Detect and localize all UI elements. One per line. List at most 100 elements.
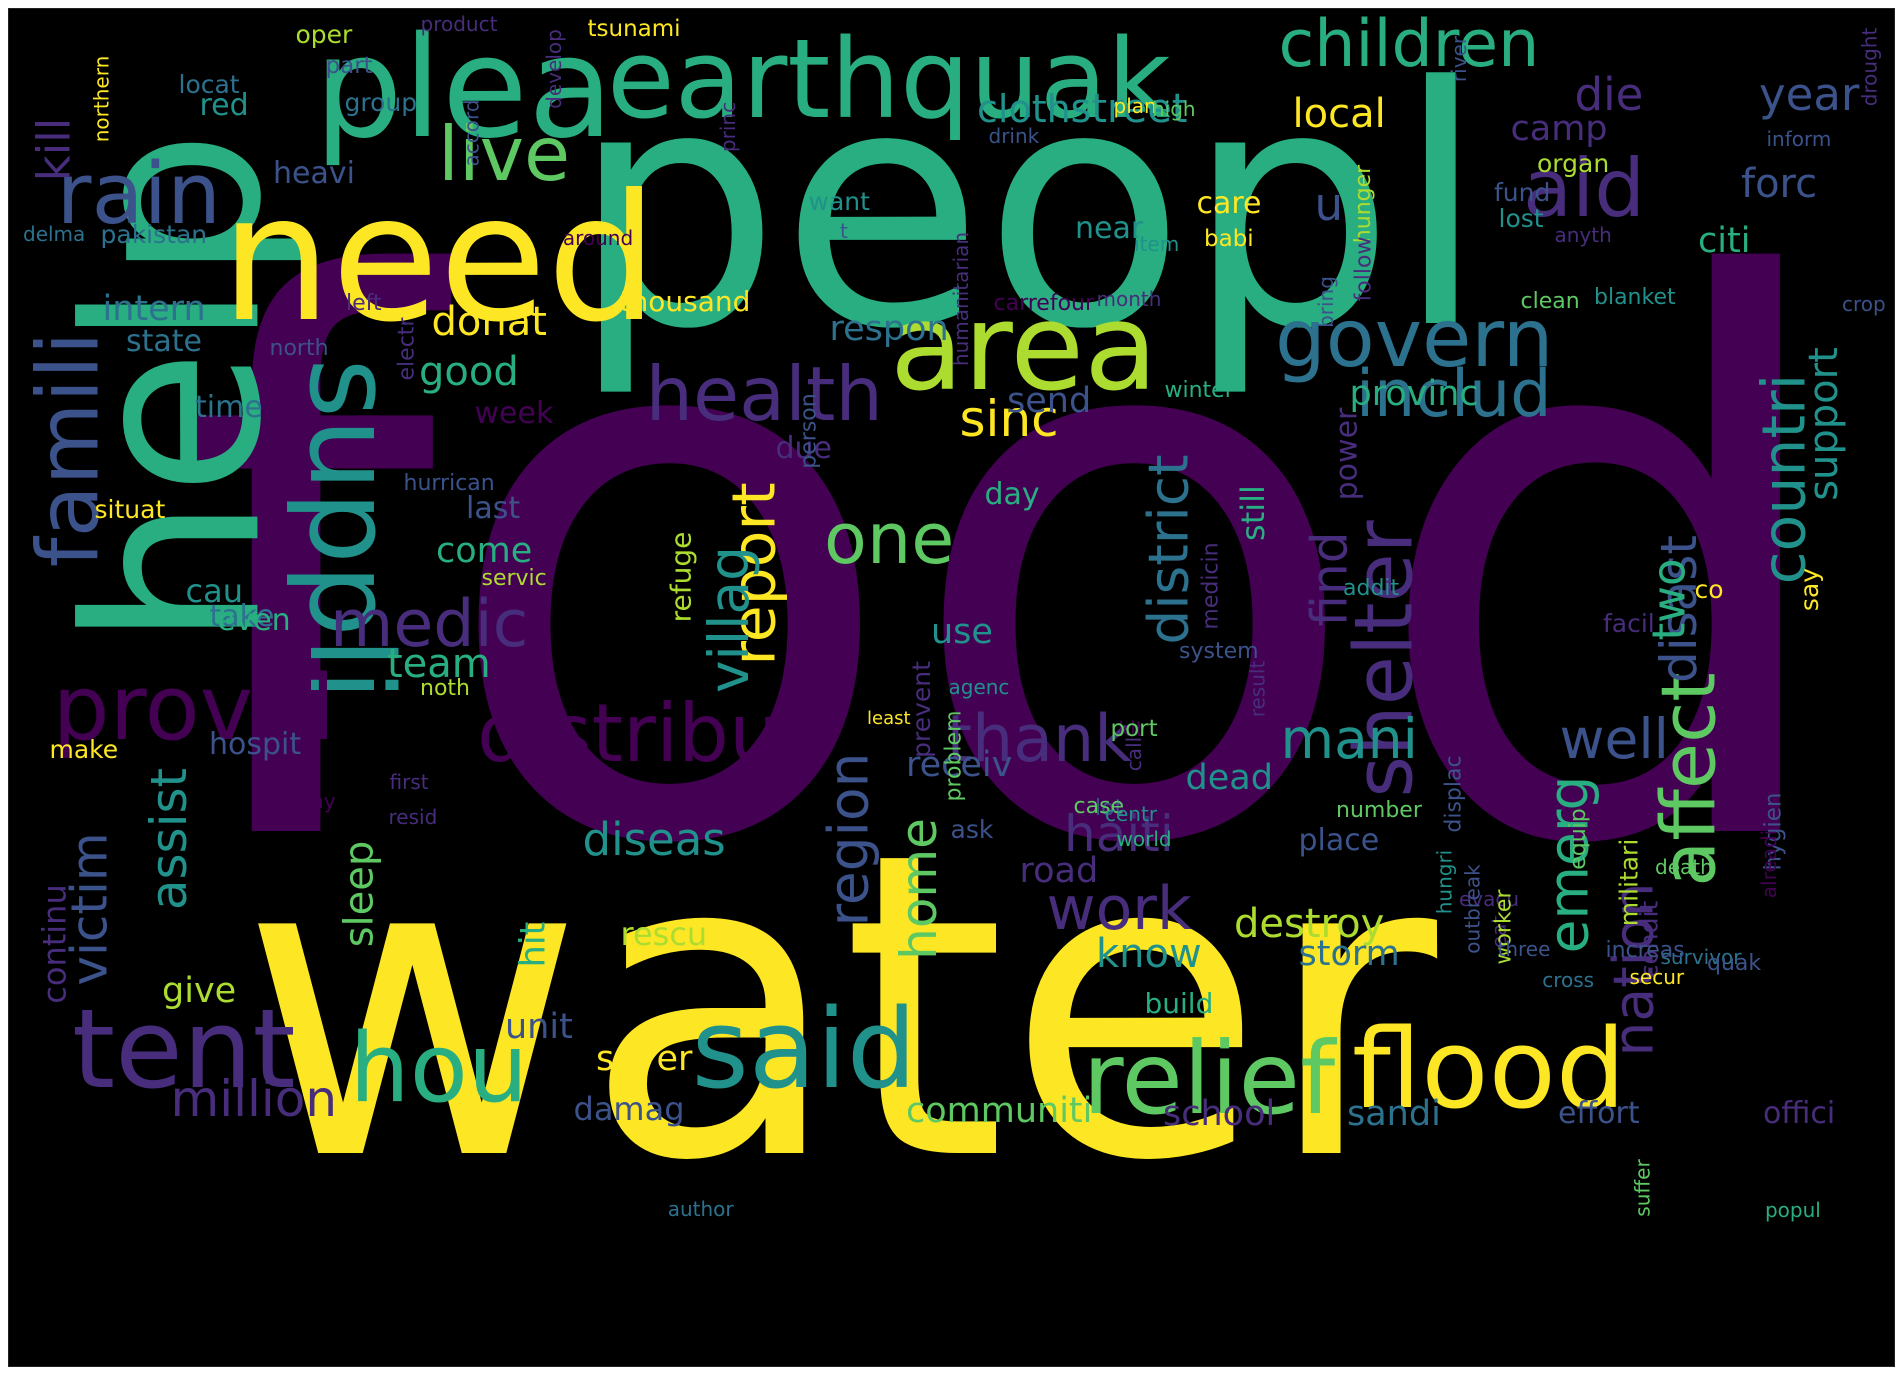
word-result: result (1247, 661, 1267, 718)
word-outbreak: outbreak (1462, 864, 1482, 953)
word-week: week (475, 399, 554, 429)
word-hit: hit (516, 921, 551, 967)
word-hou: hou (350, 1022, 529, 1117)
word-addit: addit (1343, 578, 1399, 600)
word-winter: winter (1165, 380, 1234, 402)
word-equip: equip (1568, 808, 1590, 870)
word-drink: drink (989, 126, 1040, 146)
word-unit: unit (505, 1010, 573, 1045)
word-local: local (1293, 94, 1386, 134)
word-still: still (1237, 485, 1269, 541)
word-power: power (1332, 408, 1362, 501)
word-distribut: distribut (477, 694, 811, 774)
word-lost: lost (1499, 206, 1544, 231)
word-hungri: hungri (1434, 850, 1454, 915)
word-hurrican: hurrican (404, 473, 495, 495)
word-may: may (292, 791, 336, 811)
word-co: co (1695, 577, 1724, 602)
word-sever: sever (596, 1042, 692, 1077)
word-electr: electr (396, 318, 418, 381)
word-number: number (1336, 800, 1422, 822)
word-donat: donat (432, 302, 547, 342)
word-noth: noth (420, 678, 470, 700)
word-damag: damag (574, 1093, 685, 1125)
word-hospit: hospit (209, 730, 301, 760)
word-secur: secur (1630, 967, 1685, 987)
word-famili: famili (26, 331, 111, 567)
word-t: t (840, 221, 848, 241)
word-least: least (867, 710, 911, 728)
word-give: give (162, 974, 236, 1009)
word-district: district (1142, 454, 1197, 644)
word-blanket: blanket (1594, 287, 1676, 309)
word-inform: inform (1767, 129, 1832, 149)
word-problem: problem (943, 710, 965, 801)
word-author: author (668, 1199, 734, 1219)
word-place: place (1299, 826, 1380, 856)
word-heavi: heavi (273, 159, 355, 189)
word-hunger: hunger (1353, 165, 1375, 243)
word-state: state (126, 327, 202, 357)
word-care: care (1197, 189, 1262, 219)
word-build: build (1145, 990, 1214, 1018)
word-increas: increas (1606, 940, 1685, 962)
word-u: u (1315, 182, 1344, 227)
word-region: region (821, 752, 876, 926)
word-anyth: anyth (1555, 225, 1612, 245)
word-make: make (50, 737, 119, 762)
word-tsunami: tsunami (588, 18, 681, 41)
word-respon: respon (830, 312, 949, 347)
word-school: school (1163, 1097, 1275, 1132)
word-princ: princ (718, 102, 738, 152)
word-camp: camp (1511, 112, 1608, 147)
word-cloth: cloth (977, 90, 1071, 128)
word-person: person (798, 393, 820, 468)
word-babi: babi (1204, 228, 1254, 251)
word-death: death (1655, 857, 1713, 877)
word-home: home (894, 818, 944, 960)
word-offici: offici (1763, 1099, 1835, 1129)
word-provinc: provinc (1350, 377, 1479, 412)
word-children: children (1279, 12, 1540, 77)
word-clean: clean (1521, 291, 1580, 313)
word-situat: situat (95, 497, 166, 522)
word-organ: organ (1537, 151, 1609, 176)
word-intern: intern (103, 292, 206, 327)
word-assist: assist (144, 768, 194, 910)
word-rescu: rescu (621, 918, 708, 950)
word-popul: popul (1765, 1200, 1821, 1220)
word-high: high (1152, 99, 1196, 119)
word-say: say (1797, 567, 1822, 610)
word-forc: forc (1741, 164, 1817, 204)
word-around: around (563, 228, 633, 248)
word-year: year (1759, 72, 1859, 117)
word-mani: mani (1281, 712, 1418, 767)
word-near: near (1075, 214, 1143, 244)
word-sandi: sandi (1347, 1097, 1441, 1132)
word-three: three (1498, 939, 1551, 959)
word-northern: northern (91, 56, 111, 143)
word-carrefour: carrefour (994, 293, 1095, 315)
word-send: send (1007, 384, 1091, 419)
word-servic: servic (482, 568, 547, 590)
word-ask: ask (951, 817, 994, 842)
word-storm: storm (1299, 937, 1400, 972)
word-health: health (646, 357, 883, 432)
word-cross: cross (1542, 970, 1594, 990)
word-diseas: diseas (583, 817, 726, 862)
word-world: world (1117, 829, 1172, 849)
word-medicin: medicin (1200, 542, 1222, 629)
word-cloud: food water peopl help need plea earthquak area s… (8, 8, 1895, 1367)
word-well: well (1560, 712, 1669, 767)
word-know: know (1096, 934, 1202, 974)
word-suffer: suffer (1633, 1159, 1653, 1216)
word-alreadi: alreadi (1759, 830, 1779, 898)
word-fund: fund (1494, 180, 1550, 205)
word-time: time (195, 393, 263, 423)
word-part: part (326, 55, 373, 78)
word-crop: crop (1842, 294, 1886, 314)
word-want: want (809, 189, 870, 214)
word-facil: facil (1603, 611, 1655, 636)
word-plan: plan (1114, 96, 1157, 116)
word-river: river (1449, 36, 1469, 82)
